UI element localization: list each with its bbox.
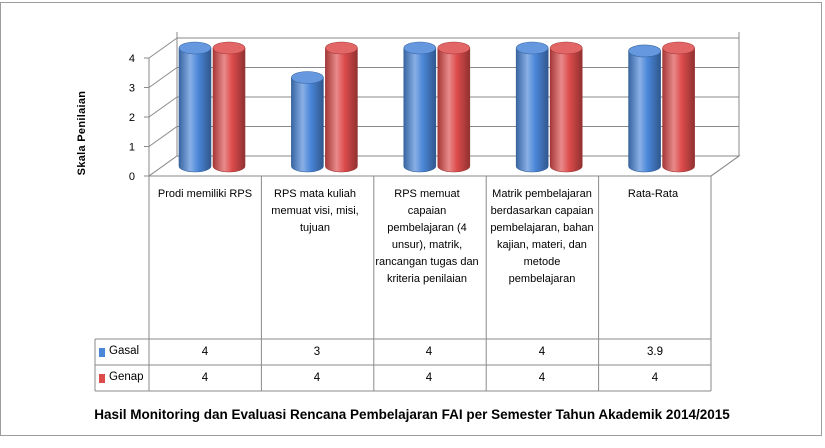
category-label-1: Prodi memiliki RPS xyxy=(157,188,253,200)
bar-gasal xyxy=(628,50,661,173)
bar-top-gasal xyxy=(628,44,661,58)
bar-genap xyxy=(325,47,358,173)
category-label-4: Matrik pembelajaran berdasarkan capaian … xyxy=(490,188,594,285)
y-axis-title: Skala Penilaian xyxy=(76,91,88,176)
data-table-cell: 4 xyxy=(425,372,433,384)
bar-top-gasal xyxy=(515,41,549,55)
bar-top-gasal xyxy=(178,41,212,55)
side-gridline xyxy=(148,37,178,59)
data-table-cell: 4 xyxy=(425,346,433,358)
y-tick-label: 4 xyxy=(129,53,135,65)
bar-top-gasal xyxy=(403,41,437,55)
chart-plot: 0 1 2 3 4 Skala Penilaian xyxy=(76,32,741,392)
y-tick-label: 1 xyxy=(129,142,135,154)
side-gridline xyxy=(148,96,178,118)
bar-genap xyxy=(662,47,695,173)
bar-top-genap xyxy=(662,41,695,55)
y-tick-label: 0 xyxy=(129,171,135,183)
data-table-cell: 3 xyxy=(313,346,321,358)
bar-top-genap xyxy=(212,41,246,55)
chart-area[interactable]: 0 1 2 3 4 Skala Penilaian Prodi memiliki RPS … xyxy=(0,2,822,436)
data-table-cell: 4 xyxy=(313,372,321,384)
bar-top-gasal xyxy=(291,71,324,84)
data-table-cell: 4 xyxy=(651,372,659,384)
bar-gasal xyxy=(291,77,324,173)
bar-gasal xyxy=(403,47,437,173)
bar-top-genap xyxy=(549,41,583,55)
category-label-3: RPS memuat capaian pembelajaran (4 unsur… xyxy=(375,188,479,285)
bar-top-genap xyxy=(437,41,471,55)
bar-top-genap xyxy=(325,41,358,55)
bar-genap xyxy=(212,47,246,173)
legend-key-genap xyxy=(99,374,105,383)
data-table-cell: 4 xyxy=(201,346,209,358)
data-table-cell: 3.9 xyxy=(647,346,663,358)
legend-label-genap: Genap xyxy=(109,371,144,383)
chart-title: Hasil Monitoring dan Evaluasi Rencana Pe… xyxy=(94,407,730,422)
data-table-cell: 4 xyxy=(201,372,209,384)
floor-edge xyxy=(710,155,740,177)
y-tick-label: 2 xyxy=(129,112,135,124)
category-label-2: RPS mata kuliah memuat visi, misi, tujua… xyxy=(271,188,359,234)
side-gridline xyxy=(148,67,178,88)
bar-genap xyxy=(437,47,471,173)
y-tick-label: 3 xyxy=(129,83,135,95)
data-table-cell: 4 xyxy=(538,346,546,358)
legend-label-gasal: Gasal xyxy=(109,345,140,357)
data-table-cell: 4 xyxy=(538,372,546,384)
legend-key-gasal xyxy=(99,348,105,357)
bar-gasal xyxy=(515,47,549,173)
category-label-5: Rata-Rata xyxy=(627,188,679,200)
side-gridline xyxy=(148,126,178,147)
bar-gasal xyxy=(178,47,212,173)
bar-genap xyxy=(549,47,583,173)
